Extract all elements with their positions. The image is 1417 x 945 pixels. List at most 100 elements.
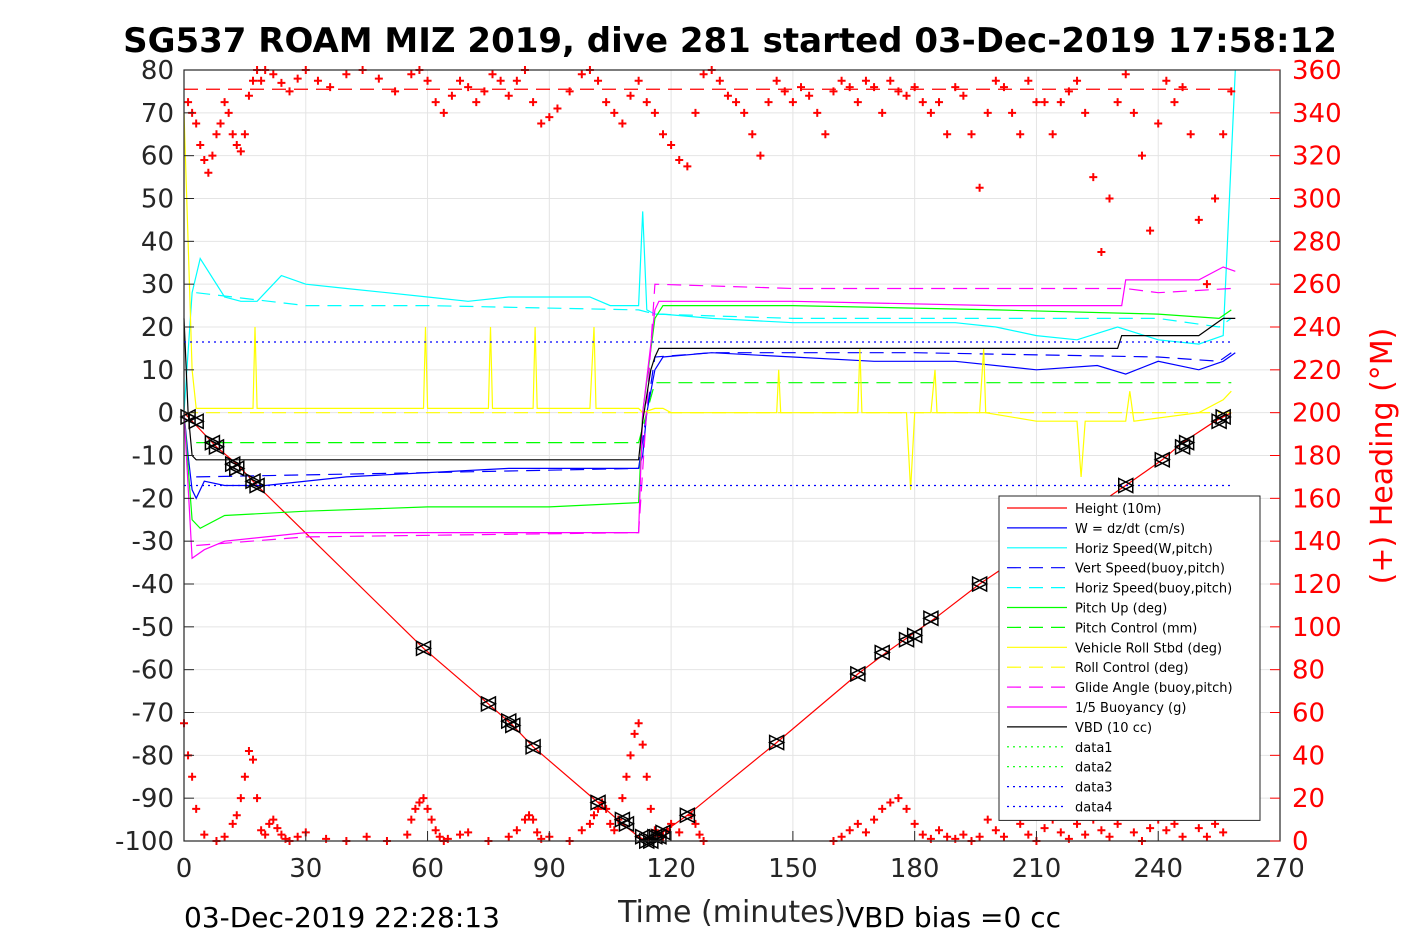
heading-point xyxy=(943,832,952,841)
x-axis-label: Time (minutes) xyxy=(617,895,846,930)
heading-point xyxy=(650,108,659,117)
heading-point xyxy=(1024,76,1033,85)
heading-point xyxy=(602,98,611,107)
heading-point xyxy=(695,830,704,839)
heading-point xyxy=(975,183,984,192)
heading-point xyxy=(699,70,708,79)
heading-point xyxy=(723,91,732,100)
heading-point xyxy=(1154,119,1163,128)
heading-point xyxy=(951,83,960,92)
heading-point xyxy=(1016,819,1025,828)
y-tick-label: -30 xyxy=(132,527,174,557)
heading-point xyxy=(634,719,643,728)
heading-point xyxy=(1081,830,1090,839)
heading-point xyxy=(918,830,927,839)
y-tick-label: 60 xyxy=(141,142,174,172)
height-marker xyxy=(479,695,498,713)
heading-point xyxy=(691,819,700,828)
heading-point xyxy=(1064,87,1073,96)
heading-point xyxy=(878,108,887,117)
height-marker xyxy=(187,413,205,430)
heading-point xyxy=(1048,130,1057,139)
heading-point xyxy=(667,819,676,828)
heading-point xyxy=(878,804,887,813)
heading-point xyxy=(667,140,676,149)
x-tick-label: 120 xyxy=(646,854,696,884)
heading-point xyxy=(504,832,513,841)
heading-point xyxy=(894,87,903,96)
x-tick-label: 270 xyxy=(1255,854,1305,884)
heading-point xyxy=(192,119,201,128)
heading-point xyxy=(261,830,270,839)
heading-point xyxy=(326,83,335,92)
heading-point xyxy=(1105,194,1114,203)
heading-point xyxy=(926,108,935,117)
heading-point xyxy=(910,83,919,92)
y-tick-label: -90 xyxy=(132,784,174,814)
heading-point xyxy=(610,826,619,835)
heading-point xyxy=(244,91,253,100)
x-tick-label: 0 xyxy=(176,854,193,884)
heading-point xyxy=(504,91,513,100)
axis-ticks: 0 30 60 90 120 150 180 210 240 270-100-90-80-70-6… xyxy=(115,56,1342,884)
heading-point xyxy=(1211,194,1220,203)
legend-label: Vert Speed(buoy,pitch) xyxy=(1075,562,1225,577)
heading-point xyxy=(277,830,286,839)
height-marker xyxy=(504,717,522,734)
heading-point xyxy=(472,98,481,107)
heading-point xyxy=(943,130,952,139)
heading-point xyxy=(249,755,258,764)
heading-point xyxy=(277,78,286,87)
heading-point xyxy=(626,751,635,760)
legend-label: data2 xyxy=(1075,761,1113,776)
heading-point xyxy=(423,76,432,85)
heading-point xyxy=(488,70,497,79)
heading-point xyxy=(1105,832,1114,841)
heading-point xyxy=(1178,832,1187,841)
height-marker xyxy=(1153,451,1171,468)
heading-point xyxy=(435,832,444,841)
series-line xyxy=(183,317,1236,461)
y-tick-label: 0 xyxy=(157,399,174,429)
y-tick-label: 10 xyxy=(141,356,174,386)
heading-point xyxy=(577,826,586,835)
heading-point xyxy=(480,87,489,96)
heading-point xyxy=(1227,87,1236,96)
heading-point xyxy=(853,819,862,828)
heading-point xyxy=(1113,98,1122,107)
heading-point xyxy=(456,76,465,85)
y-right-tick-label: 260 xyxy=(1292,270,1342,300)
heading-point xyxy=(427,815,436,824)
y-right-tick-label: 120 xyxy=(1292,570,1342,600)
right-axis-label: (+) Heading (°M) xyxy=(1365,328,1400,585)
heading-point xyxy=(1219,828,1228,837)
heading-point xyxy=(1056,98,1065,107)
heading-point xyxy=(626,91,635,100)
heading-point xyxy=(240,772,249,781)
heading-point xyxy=(926,834,935,843)
y-right-tick-label: 0 xyxy=(1292,827,1309,857)
heading-point xyxy=(273,824,282,833)
heading-point xyxy=(902,91,911,100)
heading-point xyxy=(236,794,245,803)
series-line xyxy=(183,69,1236,413)
heading-point xyxy=(362,832,371,841)
heading-point xyxy=(253,794,262,803)
heading-point xyxy=(959,91,968,100)
heading-point xyxy=(431,98,440,107)
heading-point xyxy=(1121,70,1130,79)
heading-point xyxy=(870,815,879,824)
height-marker xyxy=(970,575,989,593)
series-line xyxy=(183,112,1232,490)
heading-point xyxy=(983,108,992,117)
heading-point xyxy=(1162,826,1171,835)
series-line xyxy=(196,352,1232,478)
y-right-tick-label: 280 xyxy=(1292,227,1342,257)
footer-vbd-bias: VBD bias =0 cc xyxy=(845,901,1061,934)
legend-label: Pitch Up (deg) xyxy=(1075,602,1167,617)
heading-point xyxy=(577,70,586,79)
heading-point xyxy=(837,76,846,85)
heading-point xyxy=(184,98,193,107)
heading-point xyxy=(232,811,241,820)
heading-point xyxy=(537,834,546,843)
